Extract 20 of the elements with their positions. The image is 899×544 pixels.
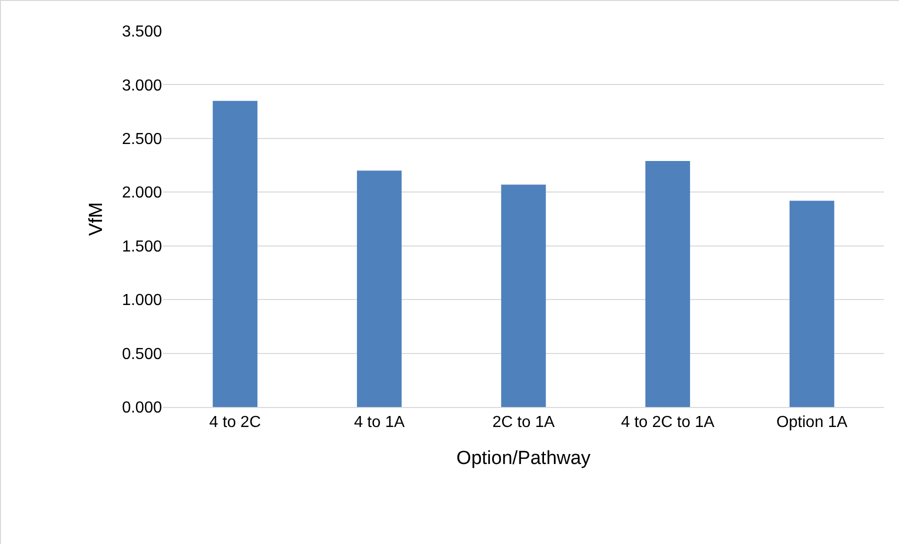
y-axis-title: VfM: [86, 202, 107, 236]
y-tick-label: 1.500: [122, 238, 162, 256]
bar: [501, 184, 546, 407]
x-tick-label: 4 to 2C: [209, 414, 261, 432]
y-tick-label: 2.500: [122, 131, 162, 148]
y-tick-label: 2.000: [122, 184, 162, 202]
y-tick-label: 0.000: [122, 400, 162, 417]
bar: [212, 100, 258, 407]
bar: [356, 170, 402, 407]
x-tick-label: Option 1A: [776, 414, 848, 432]
bar: [790, 200, 834, 407]
x-tick-label: 4 to 2C to 1A: [621, 414, 715, 432]
y-tick-label: 0.500: [122, 346, 162, 363]
x-tick-label: 4 to 1A: [354, 414, 405, 432]
x-tick-label: 2C to 1A: [492, 414, 555, 432]
y-tick-label: 3.500: [122, 24, 162, 41]
y-tick-label: 1.000: [122, 292, 162, 310]
y-tick-label: 3.000: [122, 77, 162, 94]
x-axis-title: Option/Pathway: [456, 448, 592, 469]
bar: [645, 160, 690, 407]
